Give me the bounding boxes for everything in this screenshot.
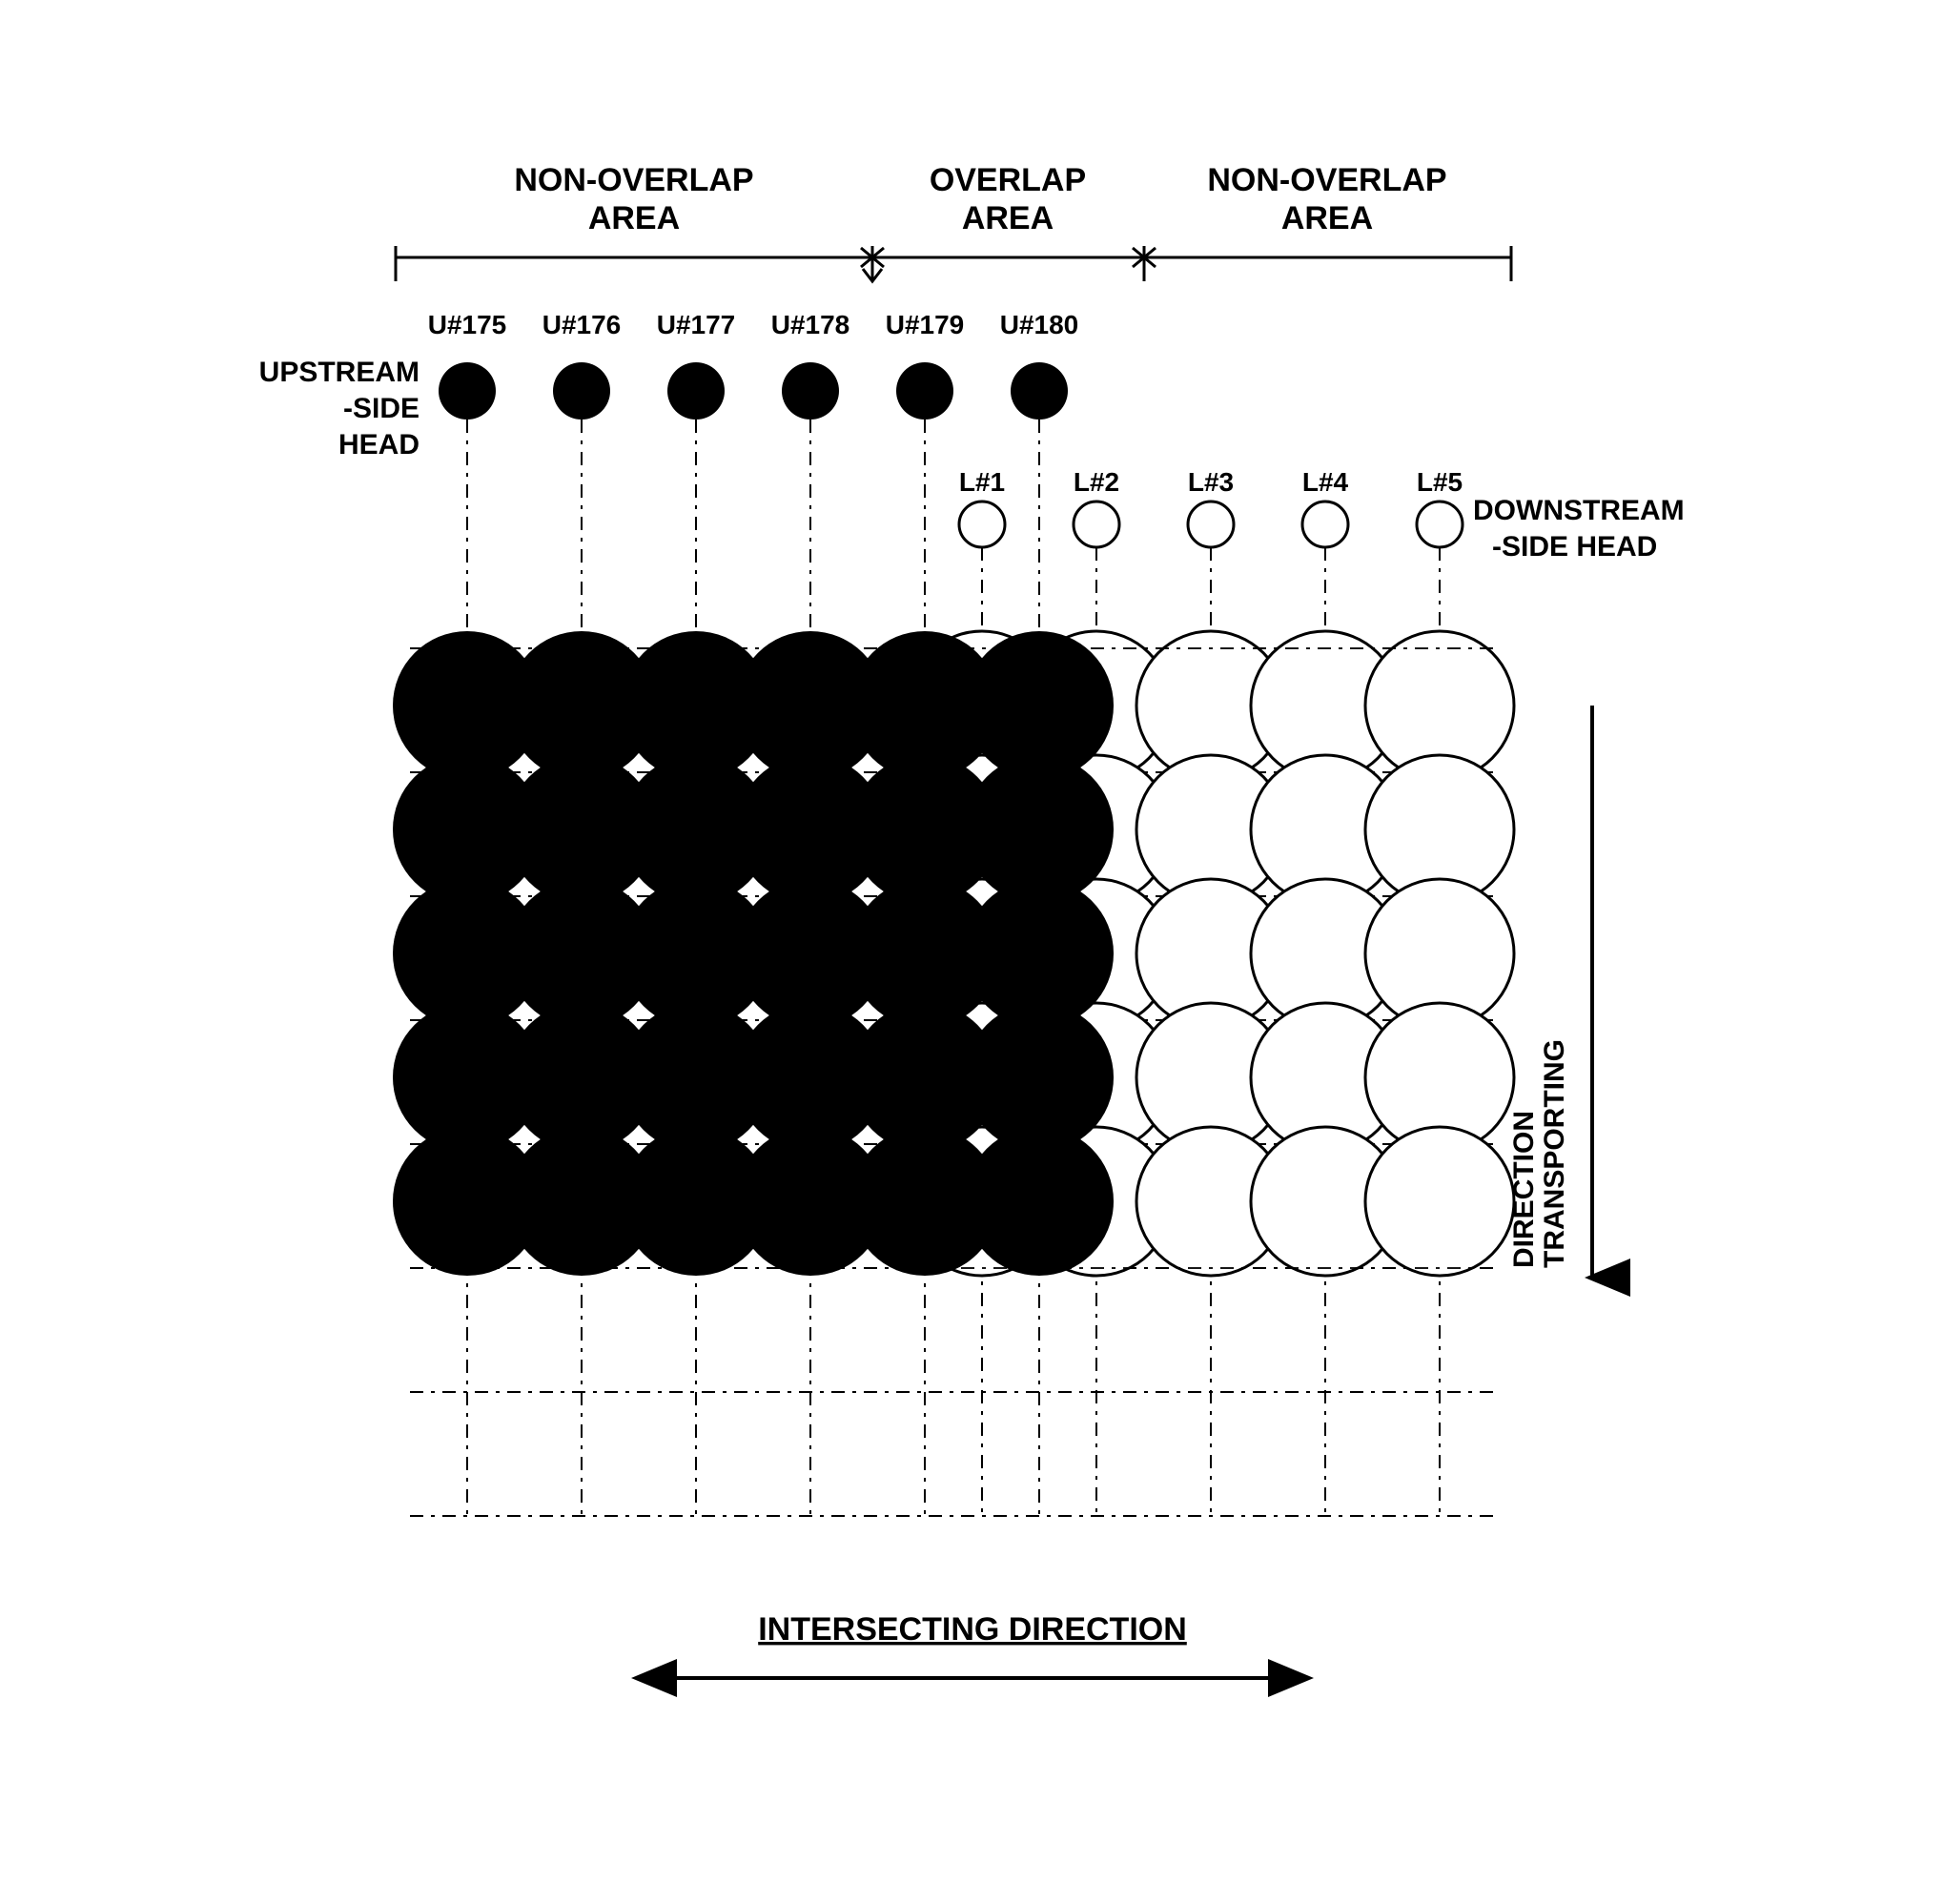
u-label-179: U#179 <box>885 310 964 339</box>
u-nozzle-177 <box>667 362 725 420</box>
downstream-head-label: DOWNSTREAM -SIDE HEAD <box>1473 495 1685 563</box>
upstream-head-l1: UPSTREAM <box>258 357 419 388</box>
downstream-head-l1: DOWNSTREAM <box>1473 495 1685 526</box>
l-nozzle-2 <box>1074 502 1119 547</box>
area3-line2: AREA <box>1280 200 1372 236</box>
u-nozzle-176 <box>553 362 610 420</box>
u-label-178: U#178 <box>770 310 849 339</box>
area1-line2: AREA <box>587 200 679 236</box>
l-label-5: L#5 <box>1416 467 1462 497</box>
u-nozzle-179 <box>896 362 953 420</box>
l-nozzle-5 <box>1417 502 1463 547</box>
l-label-1: L#1 <box>958 467 1004 497</box>
area2-line1: OVERLAP <box>929 162 1085 198</box>
l-nozzle-4 <box>1302 502 1348 547</box>
downstream-nozzles <box>959 502 1463 547</box>
area-labels: NON-OVERLAP AREA OVERLAP AREA NON-OVERLA… <box>514 162 1446 236</box>
u-nozzle-178 <box>782 362 839 420</box>
area1-line1: NON-OVERLAP <box>514 162 753 198</box>
transporting-l1: TRANSPORTING <box>1539 1039 1570 1268</box>
transporting-arrow: TRANSPORTING DIRECTION <box>1508 706 1592 1278</box>
area3-line1: NON-OVERLAP <box>1207 162 1446 198</box>
upstream-head-l3: HEAD <box>338 429 419 461</box>
l-nozzle-1 <box>959 502 1005 547</box>
intersecting-label: INTERSECTING DIRECTION <box>758 1611 1187 1648</box>
u-nozzle-175 <box>439 362 496 420</box>
l-label-4: L#4 <box>1301 467 1348 497</box>
upstream-nozzle-labels: U#175 U#176 U#177 U#178 U#179 U#180 <box>427 310 1078 339</box>
u-label-177: U#177 <box>656 310 735 339</box>
intersecting-arrow: INTERSECTING DIRECTION <box>639 1611 1306 1678</box>
transporting-l2: DIRECTION <box>1508 1111 1540 1268</box>
downstream-nozzle-labels: L#1 L#2 L#3 L#4 L#5 <box>958 467 1462 497</box>
diagram-canvas: NON-OVERLAP AREA OVERLAP AREA NON-OVERLA… <box>162 38 1783 1802</box>
u-label-175: U#175 <box>427 310 506 339</box>
upstream-head-l2: -SIDE <box>342 393 419 424</box>
l-label-2: L#2 <box>1073 467 1118 497</box>
area-brackets <box>396 246 1511 281</box>
u-label-180: U#180 <box>999 310 1078 339</box>
upstream-nozzles <box>439 362 1068 420</box>
l-label-3: L#3 <box>1187 467 1233 497</box>
l-nozzle-3 <box>1188 502 1234 547</box>
u-nozzle-180 <box>1011 362 1068 420</box>
u-label-176: U#176 <box>542 310 621 339</box>
area2-line2: AREA <box>961 200 1053 236</box>
downstream-head-l2: -SIDE HEAD <box>1492 531 1657 563</box>
upstream-head-label: UPSTREAM -SIDE HEAD <box>258 357 419 461</box>
dot-grid <box>393 631 1514 1276</box>
